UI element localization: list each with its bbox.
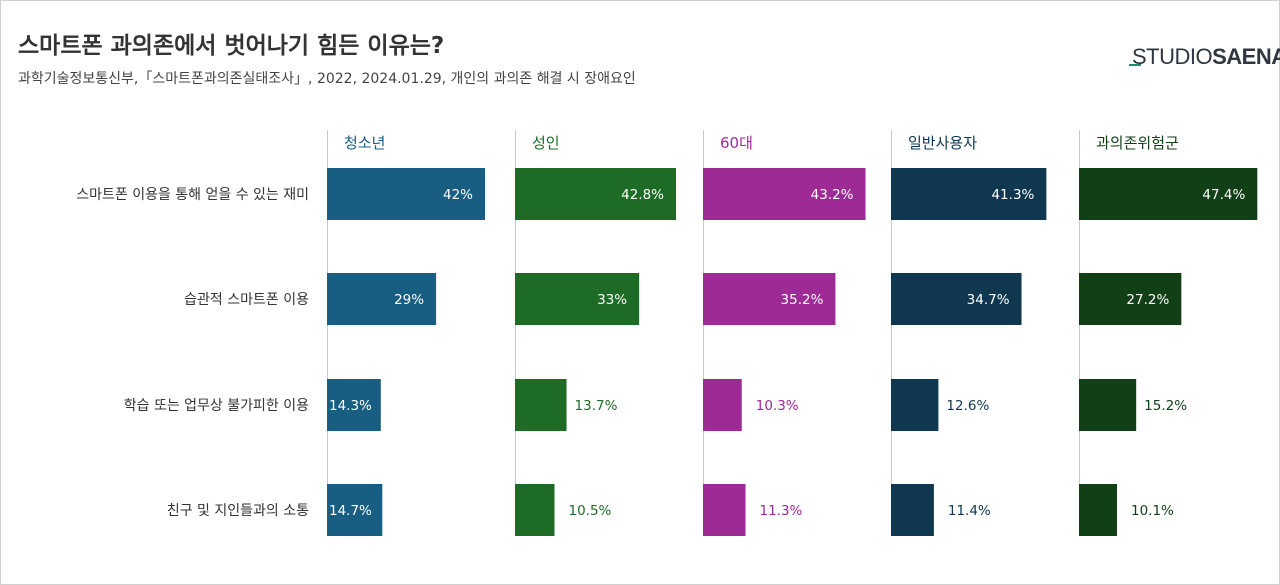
data-label: 15.2%	[1144, 398, 1187, 414]
data-label: 42.8%	[621, 187, 664, 203]
bar	[1079, 168, 1258, 220]
chart-title: 스마트폰 과의존에서 벗어나기 힘든 이유는?	[18, 33, 445, 59]
bar	[327, 379, 381, 431]
bar	[703, 484, 746, 536]
series-header: 일반사용자	[908, 134, 977, 152]
bar	[891, 379, 939, 431]
chart-subtitle: 과학기술정보통신부,「스마트폰과의존실태조사」, 2022, 2024.01.2…	[18, 71, 636, 87]
data-label: 11.3%	[760, 503, 803, 519]
logo-accent-mark	[1129, 64, 1141, 66]
bar	[515, 484, 555, 536]
bar	[515, 168, 677, 220]
data-label: 10.5%	[569, 503, 612, 519]
studio-saena-logo: STUDIOSAENA	[1129, 44, 1280, 70]
logo-text-saena: SAENA	[1212, 44, 1280, 69]
data-label: 10.3%	[756, 398, 799, 414]
category-label: 친구 및 지인들과의 소통	[167, 503, 309, 519]
data-label: 29%	[394, 292, 424, 308]
data-label: 11.4%	[948, 503, 991, 519]
bar	[891, 484, 934, 536]
bar	[703, 273, 836, 325]
bar	[1079, 484, 1117, 536]
category-label: 스마트폰 이용을 통해 얻을 수 있는 재미	[76, 187, 309, 203]
data-label: 47.4%	[1202, 187, 1245, 203]
data-label: 14.7%	[329, 503, 372, 519]
data-label: 34.7%	[967, 292, 1010, 308]
data-label: 13.7%	[575, 398, 618, 414]
bar	[703, 379, 742, 431]
bar	[327, 168, 485, 220]
bar	[327, 273, 437, 325]
bar	[515, 379, 567, 431]
data-label: 10.1%	[1131, 503, 1174, 519]
data-label: 35.2%	[781, 292, 824, 308]
category-label: 학습 또는 업무상 불가피한 이용	[124, 398, 309, 414]
bar	[1079, 379, 1137, 431]
data-label: 12.6%	[946, 398, 989, 414]
category-label: 습관적 스마트폰 이용	[184, 292, 309, 308]
series-header: 청소년	[344, 134, 385, 152]
bar	[327, 484, 383, 536]
bar	[891, 168, 1047, 220]
bar	[515, 273, 640, 325]
data-label: 42%	[443, 187, 473, 203]
logo-text-studio: STUDIO	[1132, 44, 1213, 69]
bar	[703, 168, 866, 220]
data-label: 27.2%	[1126, 292, 1169, 308]
series-header: 과의존위험군	[1096, 134, 1179, 152]
data-label: 14.3%	[329, 398, 372, 414]
data-label: 43.2%	[811, 187, 854, 203]
data-label: 41.3%	[991, 187, 1034, 203]
data-label: 33%	[597, 292, 627, 308]
series-header: 성인	[532, 134, 560, 152]
series-header: 60대	[720, 134, 753, 152]
bar	[1079, 273, 1182, 325]
bar	[891, 273, 1022, 325]
